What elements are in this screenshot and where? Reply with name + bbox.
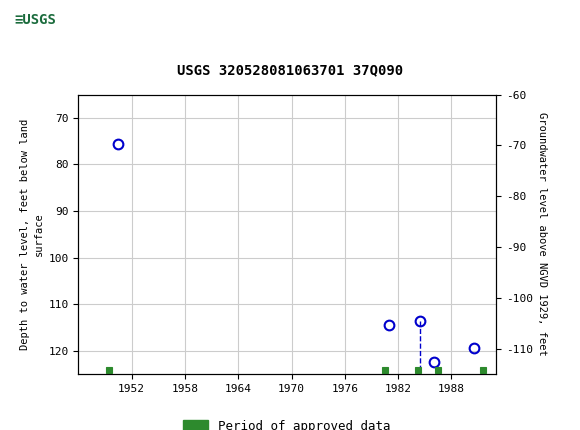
Bar [4, 3, 66, 38]
Text: ≡USGS: ≡USGS [14, 13, 56, 28]
Y-axis label: Depth to water level, feet below land
surface: Depth to water level, feet below land su… [20, 119, 44, 350]
Text: USGS 320528081063701 37Q090: USGS 320528081063701 37Q090 [177, 63, 403, 77]
Y-axis label: Groundwater level above NGVD 1929, feet: Groundwater level above NGVD 1929, feet [536, 113, 547, 356]
Legend: Period of approved data: Period of approved data [179, 415, 396, 430]
